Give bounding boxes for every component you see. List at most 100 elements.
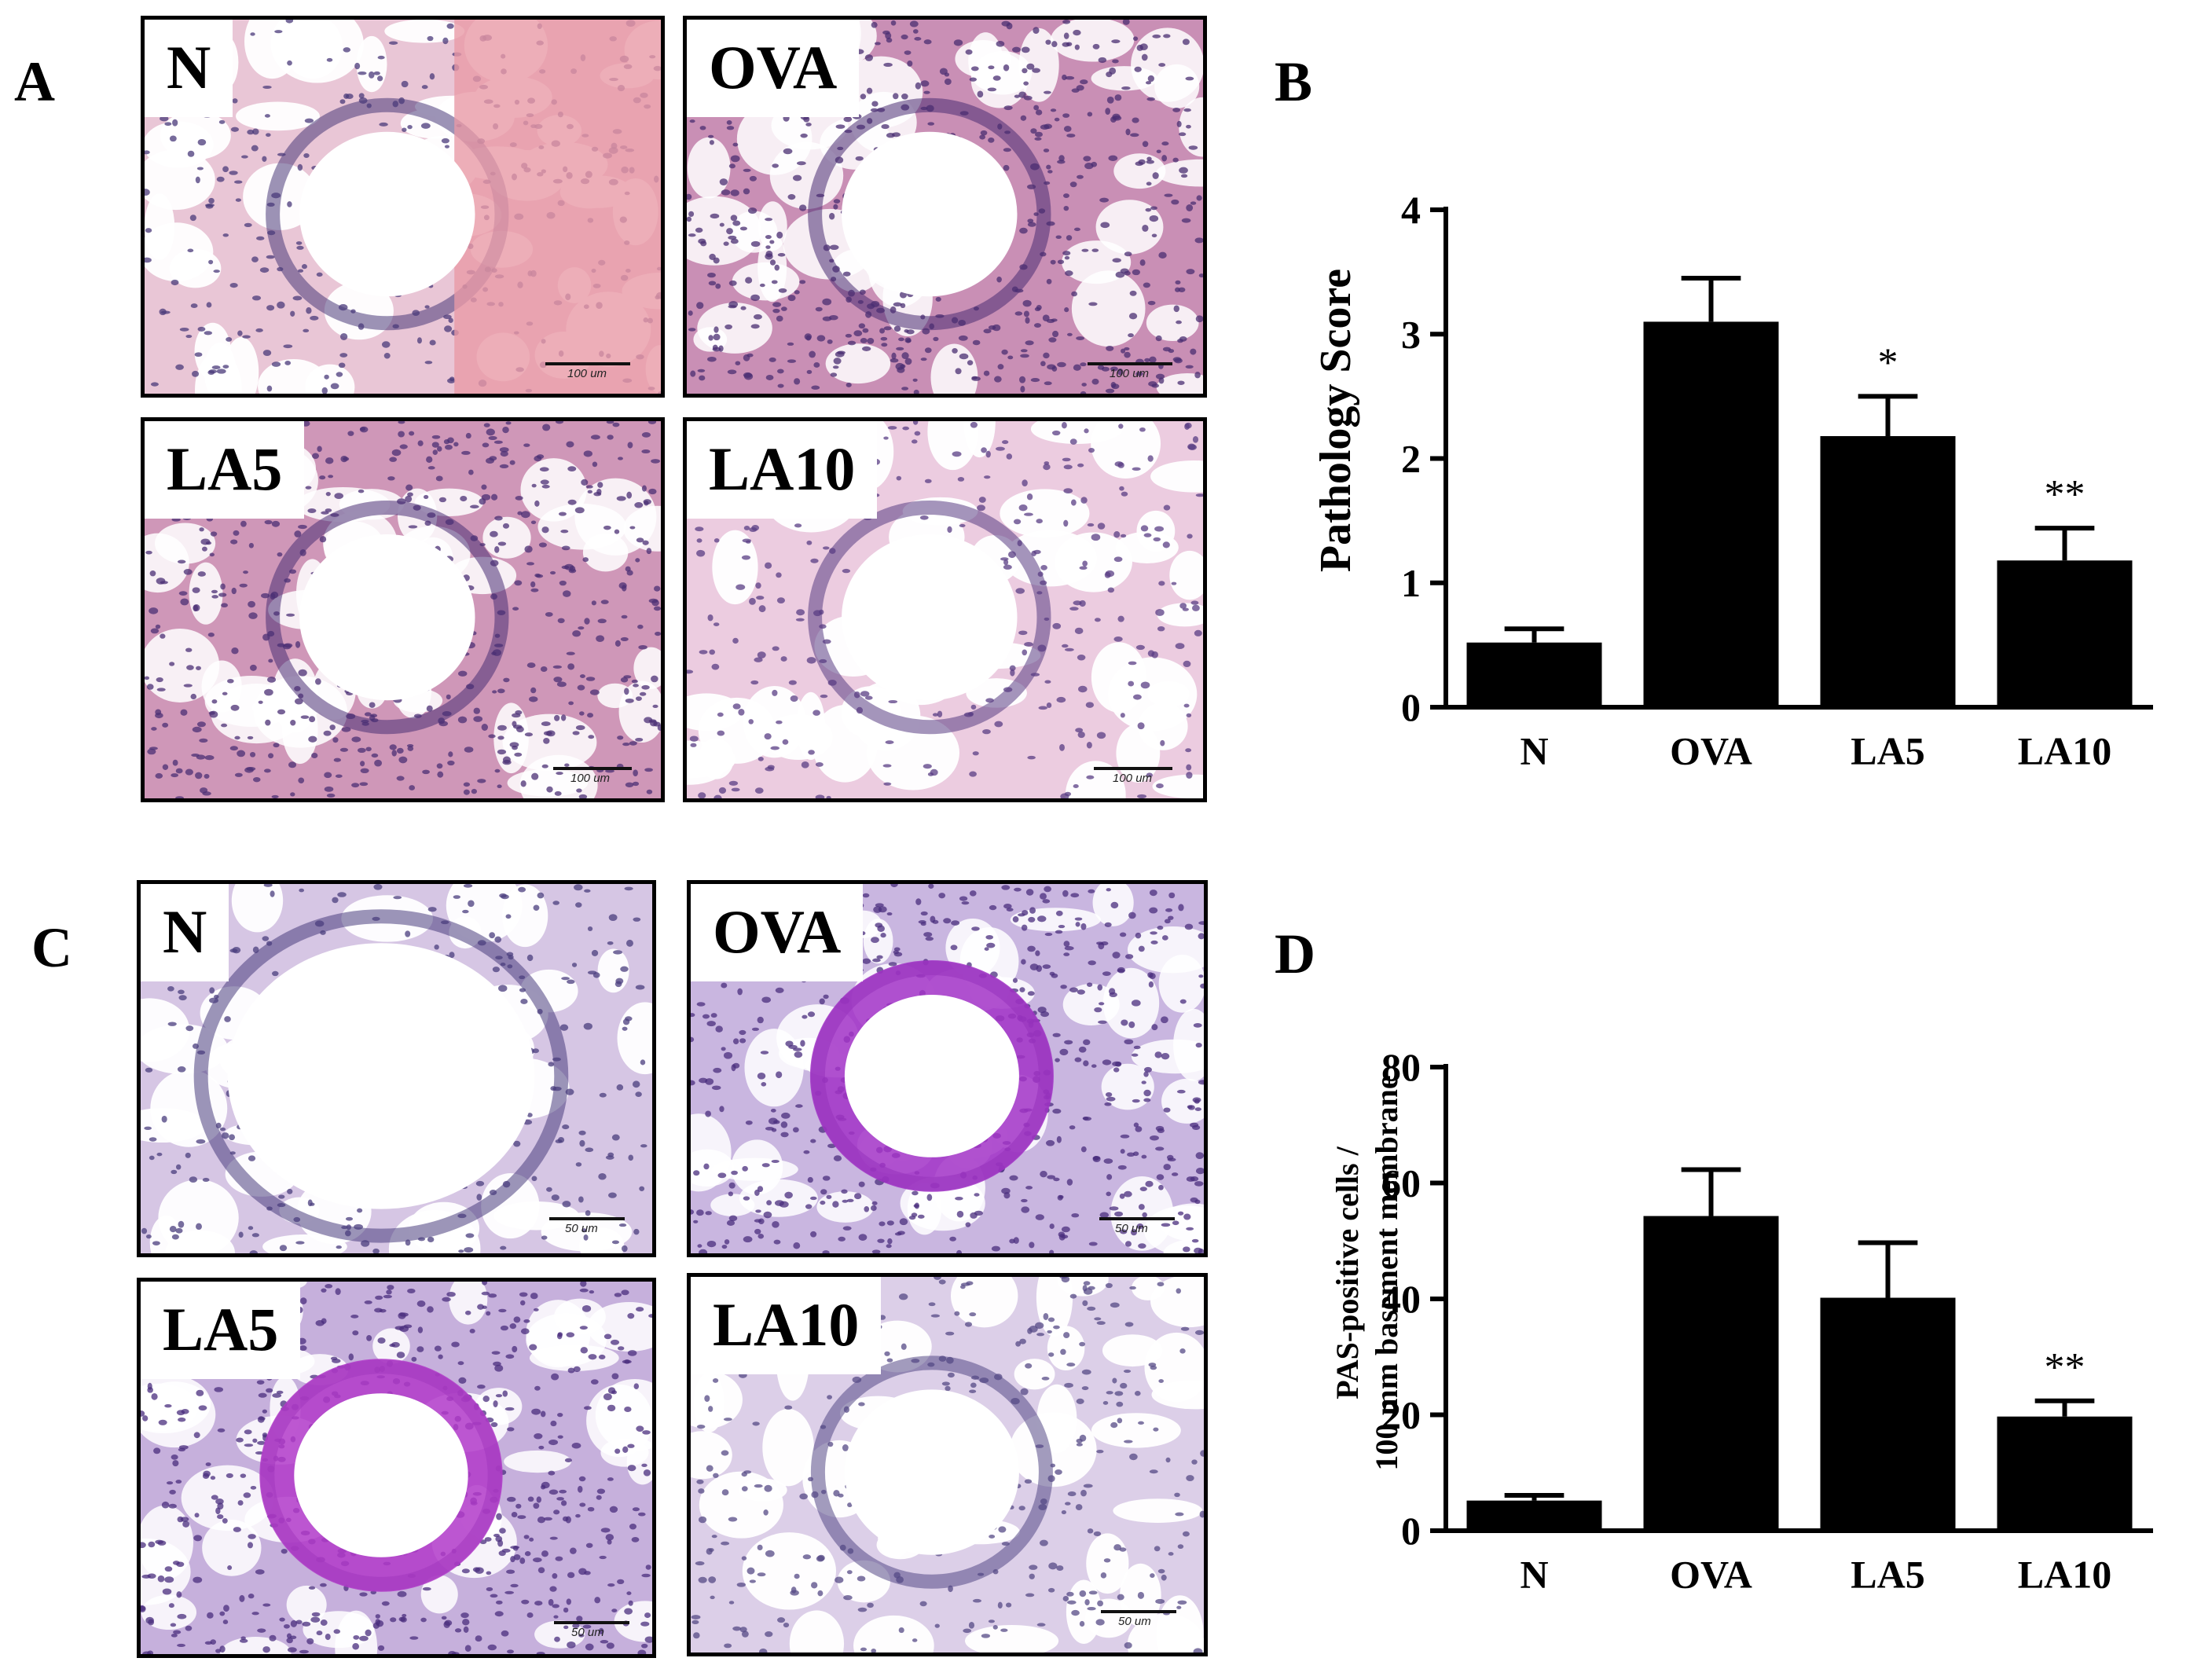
cell-nucleus: [227, 1565, 233, 1571]
cell-nucleus: [723, 1051, 733, 1059]
cell-nucleus: [1135, 1126, 1143, 1132]
cell-nucleus: [503, 677, 510, 683]
cell-nucleus: [243, 1492, 251, 1498]
cell-nucleus: [1069, 1125, 1076, 1130]
cell-nucleus: [749, 1579, 756, 1583]
cell-nucleus: [1119, 932, 1127, 937]
alveolar-space: [1161, 1078, 1204, 1124]
cell-nucleus: [1120, 713, 1125, 718]
scale-bar: [1101, 1610, 1176, 1613]
cell-nucleus: [1027, 991, 1035, 996]
cell-nucleus: [624, 886, 633, 891]
cell-nucleus: [553, 677, 563, 683]
cell-nucleus: [810, 1231, 817, 1238]
scale-bar: [554, 1621, 629, 1624]
cell-nucleus: [226, 1473, 233, 1478]
cell-nucleus: [1186, 269, 1195, 275]
cell-nucleus: [1020, 115, 1027, 121]
cell-nucleus: [1139, 1187, 1147, 1191]
cell-nucleus: [961, 901, 970, 905]
cell-nucleus: [574, 884, 583, 891]
cell-nucleus: [1113, 636, 1123, 642]
cell-nucleus: [726, 1220, 735, 1227]
cell-nucleus: [1191, 1238, 1199, 1243]
cell-nucleus: [1098, 1020, 1107, 1024]
cell-nucleus: [149, 570, 156, 577]
cell-nucleus: [760, 1051, 769, 1055]
cell-nucleus: [1129, 1453, 1138, 1461]
cell-nucleus: [1088, 302, 1098, 306]
cell-nucleus: [1137, 1421, 1144, 1425]
cell-nucleus: [1110, 1421, 1118, 1429]
cell-nucleus: [1172, 1220, 1179, 1226]
cell-nucleus: [431, 435, 441, 439]
cell-nucleus: [794, 1051, 803, 1058]
cell-nucleus: [1149, 356, 1157, 363]
cell-nucleus: [248, 1226, 254, 1231]
alveolar-space: [1156, 159, 1203, 187]
cell-nucleus: [770, 746, 780, 750]
cell-nucleus: [997, 364, 1004, 370]
cell-nucleus: [1011, 46, 1021, 53]
cell-nucleus: [1044, 381, 1052, 386]
cell-nucleus: [239, 1638, 248, 1643]
cell-nucleus: [416, 1346, 424, 1352]
cell-nucleus: [1112, 258, 1121, 263]
micrograph-c-la5: LA5 50 um: [137, 1278, 656, 1658]
cell-nucleus: [1018, 630, 1028, 636]
cell-nucleus: [1151, 1024, 1158, 1031]
cell-nucleus: [417, 440, 424, 446]
cell-nucleus: [1006, 453, 1013, 460]
cell-nucleus: [185, 1625, 193, 1631]
airway-epithelium: [266, 501, 509, 735]
cell-nucleus: [705, 1078, 714, 1085]
micrograph-label: LA5: [145, 421, 305, 519]
cell-nucleus: [243, 570, 248, 574]
cell-nucleus: [1185, 76, 1194, 81]
cell-nucleus: [300, 715, 310, 719]
cell-nucleus: [1143, 1089, 1151, 1097]
cell-nucleus: [1194, 237, 1203, 244]
cell-nucleus: [505, 1354, 515, 1359]
cell-nucleus: [654, 585, 661, 592]
cell-nucleus: [357, 1208, 363, 1213]
cell-nucleus: [1179, 1348, 1186, 1354]
cell-nucleus: [1083, 1484, 1093, 1488]
cell-nucleus: [758, 1218, 765, 1225]
cell-nucleus: [546, 1187, 552, 1192]
cell-nucleus: [969, 771, 977, 777]
cell-nucleus: [303, 328, 310, 332]
cell-nucleus: [858, 323, 866, 329]
cell-nucleus: [799, 280, 806, 284]
cell-nucleus: [785, 1040, 794, 1047]
cell-nucleus: [248, 612, 258, 619]
cell-nucleus: [1066, 42, 1073, 46]
cell-nucleus: [192, 587, 200, 593]
cell-nucleus: [279, 1617, 285, 1622]
cell-nucleus: [747, 207, 758, 214]
cell-nucleus: [887, 1238, 893, 1245]
cell-nucleus: [514, 580, 523, 586]
cell-nucleus: [477, 1304, 484, 1310]
cell-nucleus: [166, 1481, 174, 1485]
cell-nucleus: [196, 754, 206, 760]
cell-nucleus: [655, 631, 661, 636]
cell-nucleus: [820, 694, 828, 699]
cell-nucleus: [530, 588, 539, 592]
cell-nucleus: [1183, 1213, 1191, 1220]
bar-n: [1466, 642, 1602, 707]
alveolar-space: [1147, 680, 1190, 707]
alveolar-space: [244, 20, 300, 79]
cell-nucleus: [150, 382, 159, 387]
cell-nucleus: [709, 253, 716, 260]
cell-nucleus: [1142, 141, 1149, 148]
cell-nucleus: [1047, 1175, 1056, 1179]
cell-nucleus: [634, 502, 644, 508]
cell-nucleus: [1187, 1105, 1195, 1110]
cell-nucleus: [731, 1064, 736, 1072]
cell-nucleus: [641, 1463, 647, 1468]
cell-nucleus: [257, 1628, 266, 1633]
cell-nucleus: [192, 726, 202, 733]
cell-nucleus: [147, 748, 156, 755]
cell-nucleus: [277, 709, 286, 715]
